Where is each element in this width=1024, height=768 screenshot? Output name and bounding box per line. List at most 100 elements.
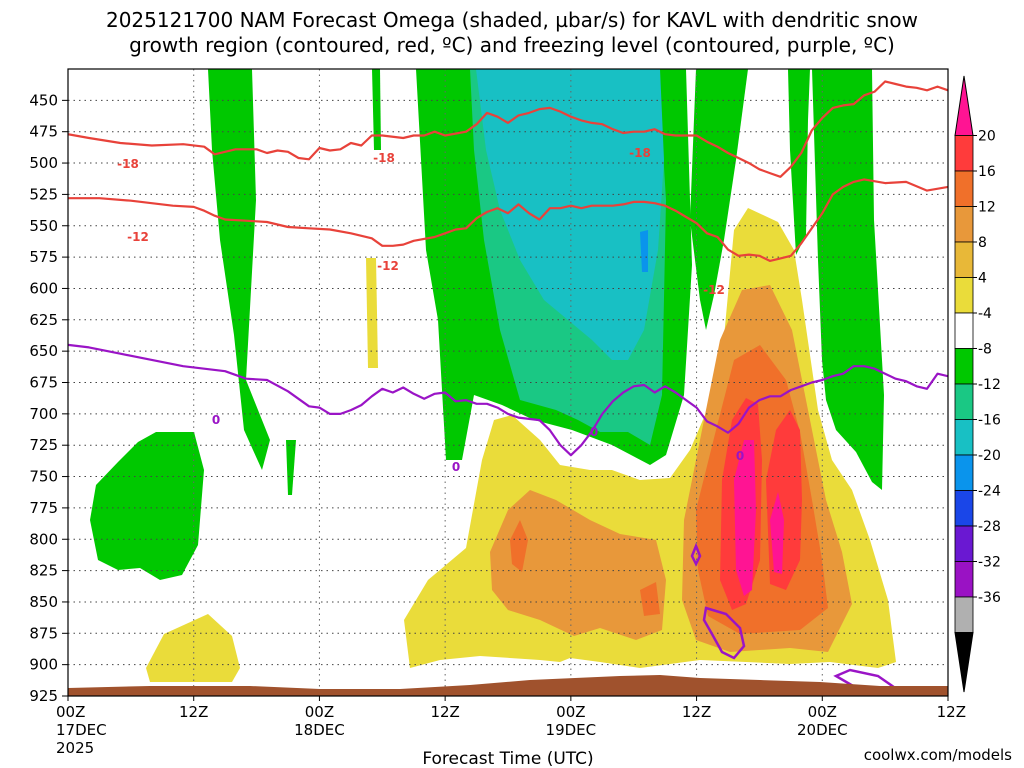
- colorbar-segment-14: [954, 596, 974, 633]
- omega-pink-core-b: [770, 492, 784, 574]
- y-tick-875: 875: [29, 624, 58, 642]
- omega-orange-left: [510, 520, 528, 572]
- y-tick-925: 925: [29, 687, 58, 705]
- plot-area: -18 -18 -18 -12 -12 -12 0 0 0 0: [68, 69, 948, 696]
- colorbar-segment-13: [954, 561, 974, 598]
- colorbar-label-11: -28: [978, 519, 1001, 535]
- colorbar-segment-2: [954, 170, 974, 207]
- y-tick-450: 450: [29, 91, 58, 109]
- x-date-24: 18DEC: [294, 721, 345, 739]
- colorbar-label-13: -36: [978, 590, 1001, 606]
- watermark: coolwx.com/models: [864, 746, 1012, 764]
- omega-blue-spot: [640, 230, 648, 272]
- y-tick-525: 525: [29, 185, 58, 203]
- colorbar-segment-5: [954, 277, 974, 314]
- x-tick-12: 12Z: [179, 703, 208, 721]
- x-date-0: 17DEC: [56, 721, 107, 739]
- y-tick-850: 850: [29, 593, 58, 611]
- y-tick-550: 550: [29, 217, 58, 235]
- chart-title-line2: growth region (contoured, red, ºC) and f…: [129, 33, 895, 57]
- y-tick-700: 700: [29, 405, 58, 423]
- colorbar-label-0: 20: [978, 129, 996, 145]
- omega-green-left-blob: [90, 432, 204, 580]
- omega-shading: [90, 69, 896, 682]
- omega-green-band-e: [788, 69, 810, 255]
- x-date-72: 20DEC: [797, 721, 848, 739]
- colorbar-label-7: -12: [978, 377, 1001, 393]
- colorbar-segment-8: [954, 383, 974, 420]
- omega-green-sliver: [286, 440, 296, 495]
- x-axis-label: Forecast Time (UTC): [422, 749, 593, 768]
- freezing-contour-closed-a: [702, 606, 746, 660]
- colorbar-label-5: -4: [978, 306, 992, 322]
- contour-label-m18-c: -18: [629, 146, 651, 160]
- grid-lines: [68, 69, 948, 696]
- omega-yellow-sliver: [366, 258, 378, 368]
- contour-line-m18: [68, 80, 948, 178]
- omega-pink-core-a: [734, 440, 756, 596]
- y-tick-900: 900: [29, 656, 58, 674]
- colorbar-label-6: -8: [978, 342, 992, 358]
- x-tick-60: 12Z: [682, 703, 711, 721]
- contour-label-0-a: 0: [212, 413, 220, 427]
- omega-gold-left: [490, 490, 666, 640]
- y-tick-600: 600: [29, 279, 58, 297]
- colorbar-label-10: -24: [978, 484, 1001, 500]
- colorbar-label-9: -20: [978, 448, 1001, 464]
- colorbar-cap-bottom: [954, 632, 974, 693]
- y-tick-775: 775: [29, 499, 58, 517]
- x-date-48: 19DEC: [546, 721, 597, 739]
- x-tick-84: 12Z: [937, 703, 966, 721]
- chart-title-line1: 2025121700 NAM Forecast Omega (shaded, µ…: [106, 8, 918, 32]
- colorbar-label-3: 8: [978, 235, 987, 251]
- x-tick-36: 12Z: [430, 703, 459, 721]
- y-tick-575: 575: [29, 248, 58, 266]
- x-tick-72: 00Z: [808, 703, 837, 721]
- y-tick-800: 800: [29, 530, 58, 548]
- colorbar-segment-4: [954, 241, 974, 278]
- omega-green-band-a: [208, 69, 270, 470]
- terrain-ground: [68, 675, 948, 696]
- contour-label-0-c: 0: [590, 425, 598, 439]
- omega-green-band-b: [372, 69, 381, 150]
- contour-label-0-d: 0: [736, 449, 744, 463]
- colorbar-segment-6: [954, 312, 974, 349]
- y-tick-475: 475: [29, 123, 58, 141]
- colorbar-label-1: 16: [978, 164, 996, 180]
- y-tick-825: 825: [29, 562, 58, 580]
- contour-label-0-b: 0: [452, 460, 460, 474]
- x-year-0: 2025: [56, 739, 94, 757]
- x-tick-24: 00Z: [305, 703, 334, 721]
- y-tick-750: 750: [29, 468, 58, 486]
- contour-label-m12-b: -12: [377, 259, 399, 273]
- y-tick-500: 500: [29, 154, 58, 172]
- omega-orange-spot: [640, 582, 660, 616]
- colorbar-segment-10: [954, 454, 974, 491]
- colorbar-segment-12: [954, 525, 974, 562]
- omega-green-band-d: [690, 69, 748, 330]
- y-tick-725: 725: [29, 436, 58, 454]
- contour-label-m18-b: -18: [373, 151, 395, 165]
- y-tick-625: 625: [29, 311, 58, 329]
- contour-label-m12-a: -12: [127, 230, 149, 244]
- colorbar-segment-11: [954, 490, 974, 527]
- x-tick-0: 00Z: [56, 703, 85, 721]
- y-axis: 450 475 500 525 550 575 600 625 650 675 700 725 750 7…: [29, 91, 68, 705]
- omega-green-band-f: [812, 69, 884, 490]
- y-tick-675: 675: [29, 374, 58, 392]
- colorbar-segment-3: [954, 206, 974, 243]
- colorbar-segment-9: [954, 419, 974, 456]
- x-tick-48: 00Z: [556, 703, 585, 721]
- colorbar-label-4: 4: [978, 271, 987, 287]
- contour-label-m12-c: -12: [703, 283, 725, 297]
- temperature-contours: [68, 80, 948, 457]
- colorbar: 20 16 12 8 4 -4 -8 -12 -16 -20 -24 -28 -32 -36: [954, 75, 1001, 693]
- contour-line-0: [68, 343, 948, 457]
- colorbar-label-2: 12: [978, 200, 996, 216]
- freezing-contour-closed-b: [690, 542, 702, 567]
- contour-line-m12: [68, 178, 948, 262]
- contour-label-m18-a: -18: [117, 157, 139, 171]
- colorbar-segment-7: [954, 348, 974, 385]
